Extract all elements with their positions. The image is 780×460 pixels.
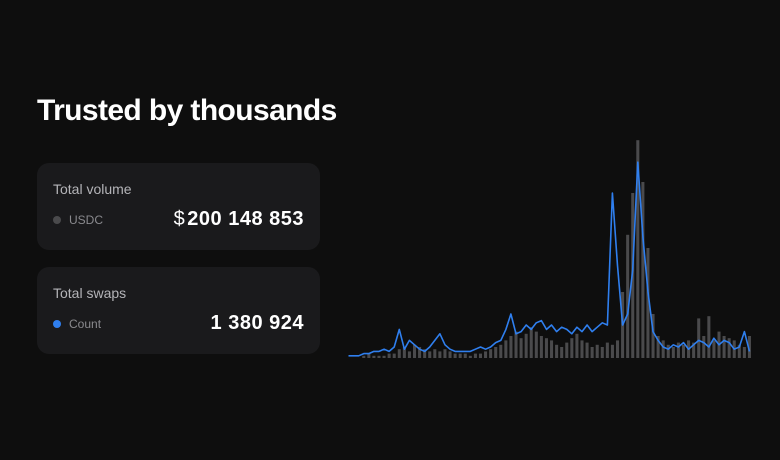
bar xyxy=(580,340,584,358)
bar xyxy=(661,340,665,358)
bar xyxy=(534,331,538,358)
bar xyxy=(509,336,513,358)
bar xyxy=(585,342,589,358)
bar xyxy=(397,349,401,358)
bar xyxy=(590,347,594,358)
bar xyxy=(407,351,411,358)
bar xyxy=(362,355,366,358)
bar xyxy=(727,338,731,358)
section-title: Trusted by thousands xyxy=(37,94,337,127)
bar xyxy=(600,347,604,358)
bar xyxy=(468,355,472,358)
bar xyxy=(372,355,376,358)
bar xyxy=(605,342,609,358)
bar xyxy=(473,353,477,358)
legend-dot xyxy=(53,320,61,328)
bar xyxy=(412,344,417,358)
bar xyxy=(595,344,599,358)
bar xyxy=(560,347,564,358)
bar xyxy=(524,333,528,358)
bar xyxy=(712,340,716,358)
bar xyxy=(722,336,726,358)
bar xyxy=(692,342,696,358)
bar xyxy=(641,182,645,358)
bar xyxy=(448,351,452,358)
bar xyxy=(484,351,488,358)
bar xyxy=(382,355,386,358)
bar xyxy=(387,353,391,358)
bar xyxy=(499,344,503,358)
bar xyxy=(377,355,381,358)
bar xyxy=(742,347,746,358)
bar xyxy=(504,340,508,358)
bar xyxy=(555,344,559,358)
bar xyxy=(570,338,574,358)
bar xyxy=(433,349,437,358)
bar xyxy=(458,353,462,358)
bar xyxy=(539,336,543,358)
legend-label: Count xyxy=(69,317,102,331)
bar xyxy=(707,316,711,358)
bar xyxy=(463,353,467,358)
volume-card: Total volume USDC $200 148 853 xyxy=(37,163,320,250)
legend-dot xyxy=(53,216,61,224)
bar xyxy=(610,344,614,358)
bar xyxy=(651,314,655,358)
value: 1 380 924 xyxy=(210,312,304,334)
bar xyxy=(681,344,686,358)
value: 200 148 853 xyxy=(187,208,304,230)
bar xyxy=(367,353,371,358)
bar xyxy=(671,347,675,358)
bar xyxy=(438,351,442,358)
bar xyxy=(514,331,518,358)
bar xyxy=(737,344,741,358)
bar xyxy=(402,347,406,358)
bar xyxy=(423,349,427,358)
bar xyxy=(565,342,569,358)
bar xyxy=(519,338,523,358)
card-value: $200 148 853 xyxy=(174,208,304,231)
line xyxy=(348,161,751,357)
bar xyxy=(646,248,650,358)
bar xyxy=(478,353,483,358)
bar xyxy=(666,344,670,358)
bar xyxy=(702,336,706,358)
bar xyxy=(747,336,751,358)
bar xyxy=(636,140,640,358)
bar xyxy=(697,318,701,358)
bar xyxy=(529,327,533,358)
bar xyxy=(626,234,630,358)
bar xyxy=(418,347,422,358)
bar xyxy=(676,342,680,358)
bar xyxy=(453,353,457,358)
swaps-card: Total swaps Count 1 380 924 xyxy=(37,267,320,354)
bar xyxy=(575,333,579,358)
bar xyxy=(392,353,396,358)
card-value: 1 380 924 xyxy=(211,312,304,335)
currency: $ xyxy=(173,208,186,230)
bar xyxy=(428,351,432,358)
legend-label: USDC xyxy=(69,213,104,227)
bar xyxy=(443,349,447,358)
card-title: Total swaps xyxy=(53,285,127,301)
bar xyxy=(494,347,498,358)
bar xyxy=(615,340,620,358)
bar xyxy=(656,336,660,358)
bar xyxy=(489,349,493,358)
bar xyxy=(550,340,554,358)
bar xyxy=(544,338,548,358)
card-title: Total volume xyxy=(53,181,132,197)
